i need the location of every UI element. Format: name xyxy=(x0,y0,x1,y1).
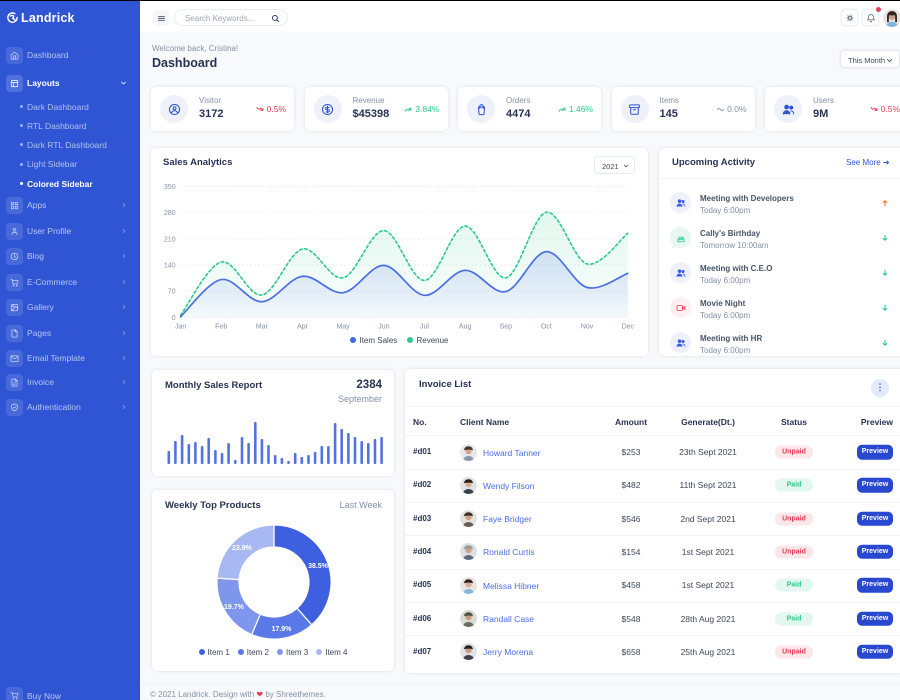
svg-text:Aug: Aug xyxy=(459,323,472,330)
svg-text:23.9%: 23.9% xyxy=(232,545,253,552)
svg-text:Jun: Jun xyxy=(378,323,389,330)
svg-text:38.5%: 38.5% xyxy=(308,563,329,570)
svg-text:210: 210 xyxy=(164,236,176,243)
svg-text:19.7%: 19.7% xyxy=(224,604,245,611)
svg-text:Jul: Jul xyxy=(420,323,429,330)
svg-text:Jan: Jan xyxy=(175,323,186,330)
svg-text:Mar: Mar xyxy=(256,323,269,330)
svg-text:0: 0 xyxy=(172,315,176,322)
svg-text:Dec: Dec xyxy=(622,323,635,330)
svg-text:140: 140 xyxy=(164,263,176,270)
svg-text:Nov: Nov xyxy=(581,323,594,330)
svg-text:Oct: Oct xyxy=(541,323,552,330)
svg-text:17.9%: 17.9% xyxy=(272,626,293,633)
svg-text:Sep: Sep xyxy=(500,323,513,330)
svg-text:Apr: Apr xyxy=(297,323,309,330)
svg-text:70: 70 xyxy=(168,289,176,296)
svg-text:Feb: Feb xyxy=(215,323,227,330)
svg-text:May: May xyxy=(337,323,351,330)
svg-text:350: 350 xyxy=(164,184,176,191)
svg-text:280: 280 xyxy=(164,210,176,217)
